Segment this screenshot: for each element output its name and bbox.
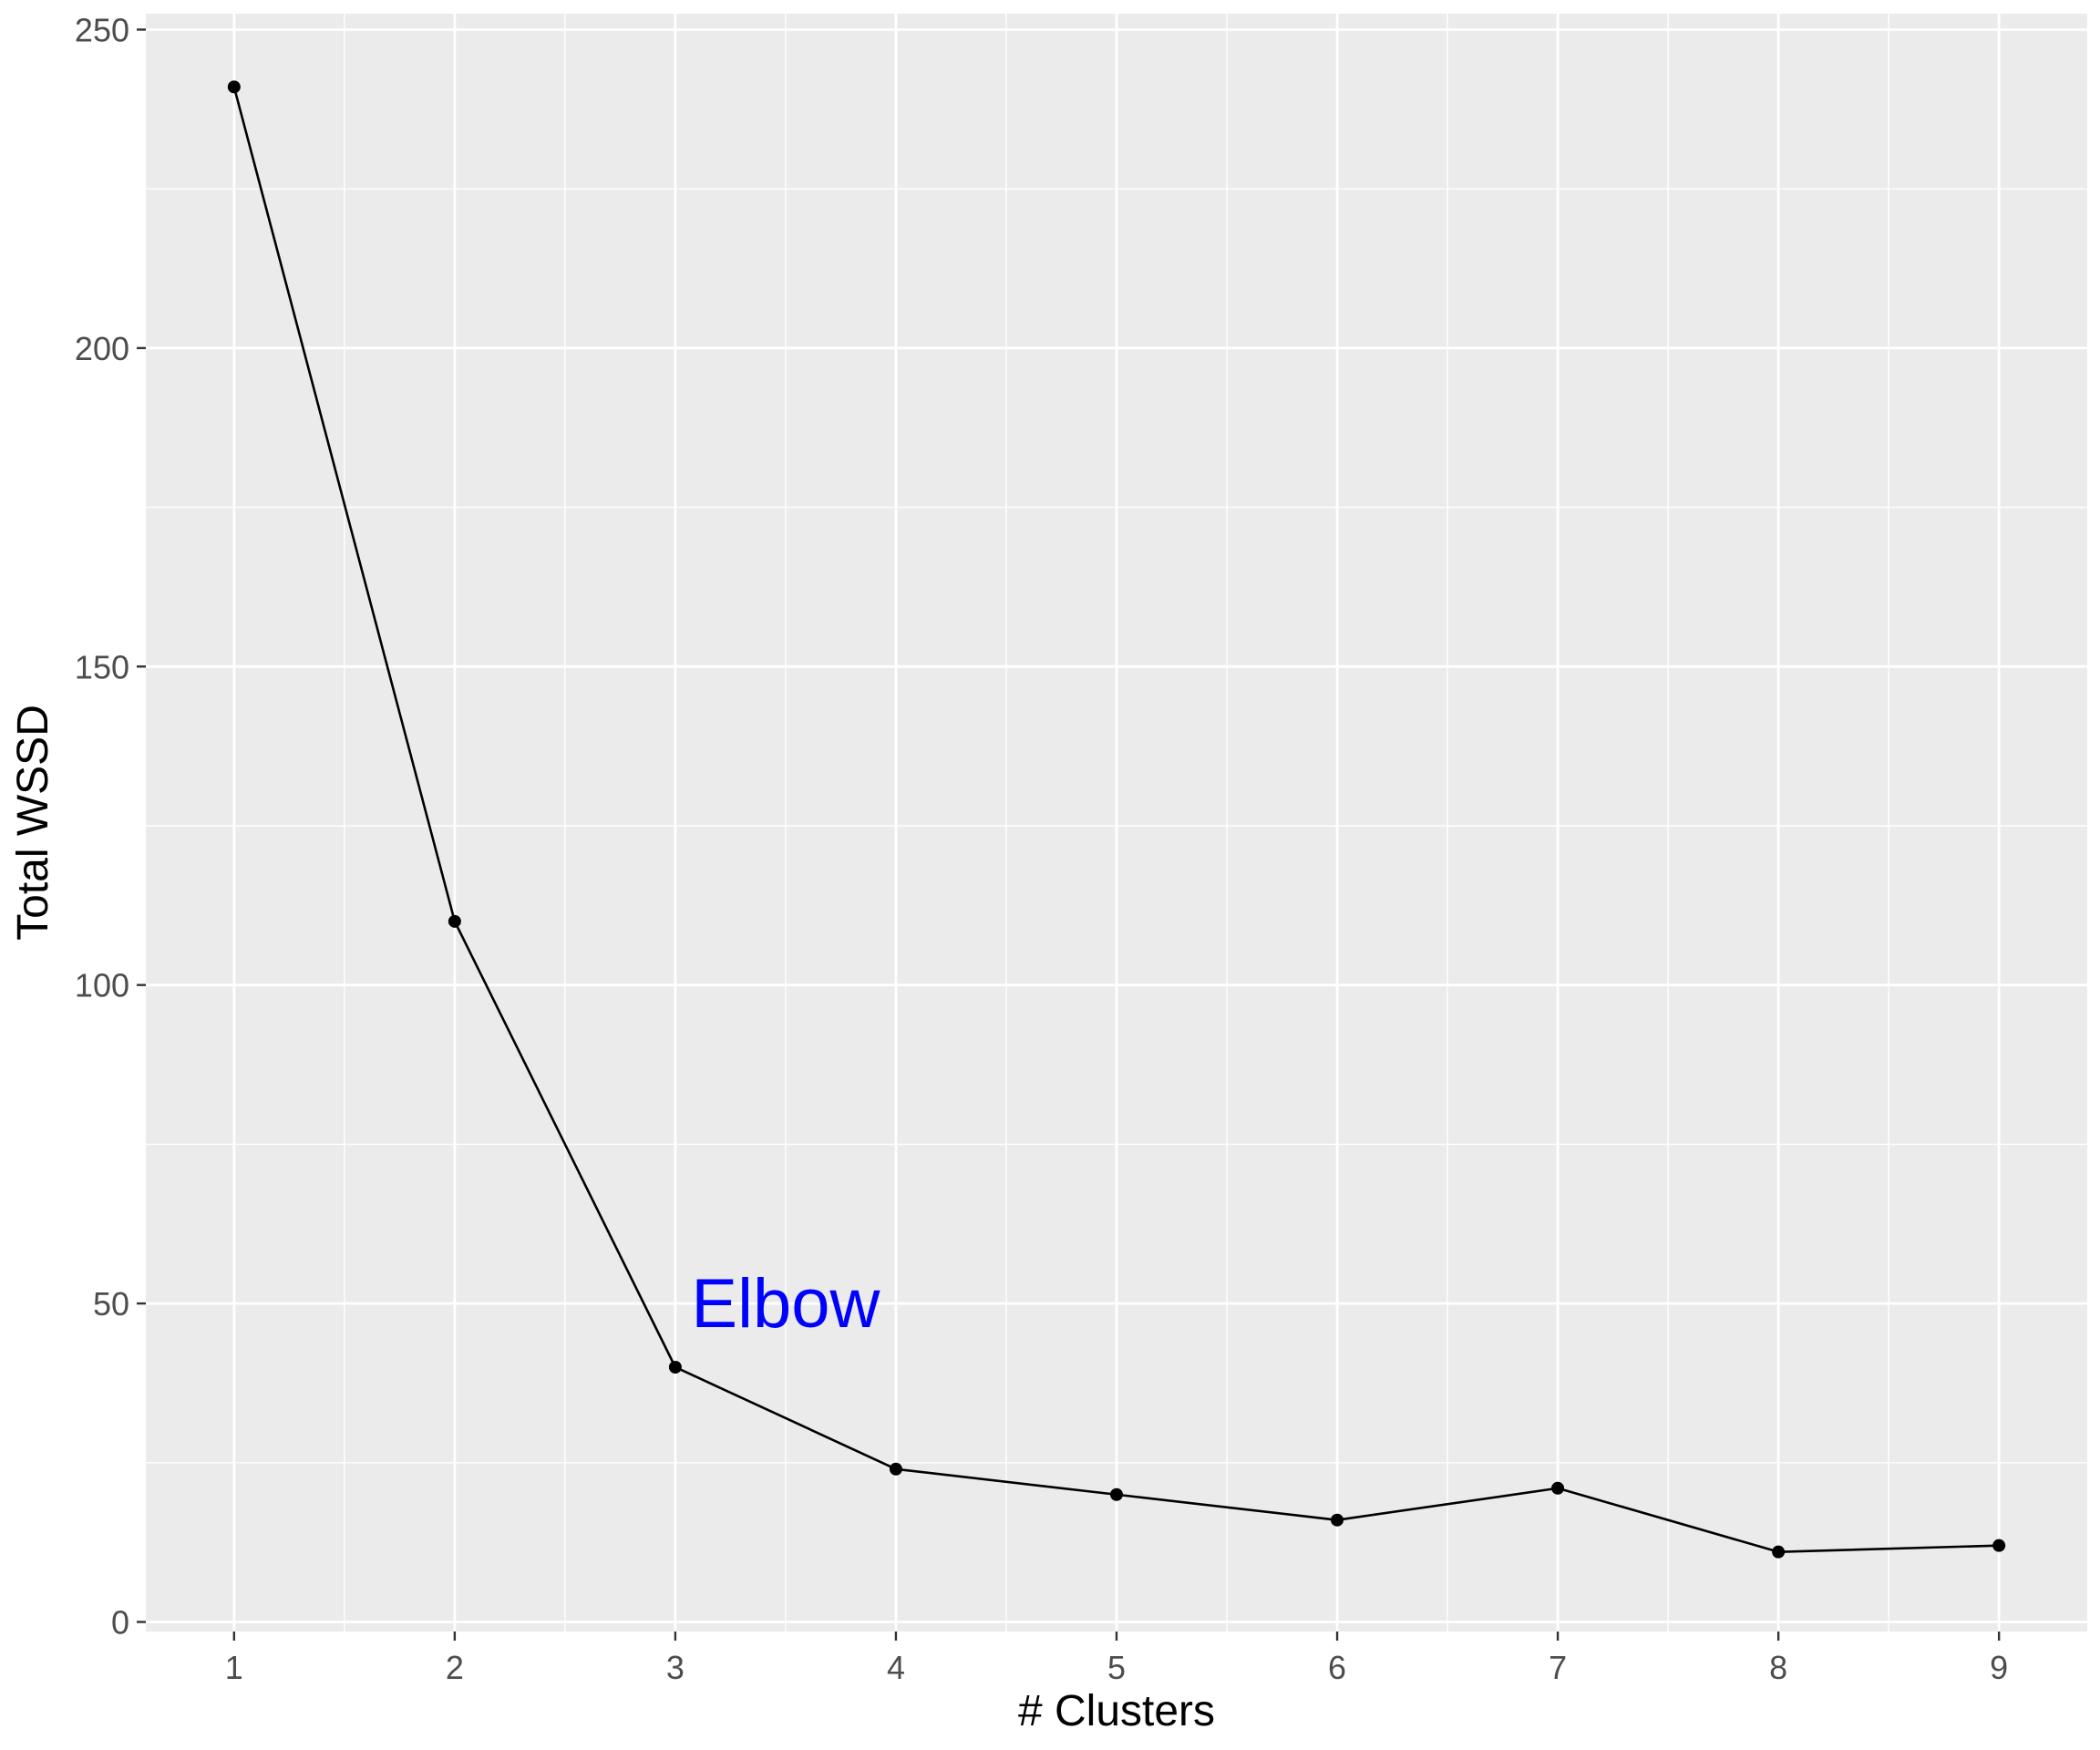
axes-layer: 1 2 3 4 5 6 7 8 9 0 50 100 150 200 250 [75,11,2008,1686]
data-point [668,1360,682,1374]
x-tick-label: 4 [887,1649,905,1686]
x-axis-title: # Clusters [1018,1687,1215,1735]
x-tick-label: 1 [225,1649,243,1686]
y-tick-label: 50 [93,1285,129,1323]
x-tick-label: 8 [1769,1649,1787,1686]
y-tick-label: 0 [111,1604,129,1642]
x-tick-label: 3 [666,1649,685,1686]
y-tick-label: 100 [75,967,129,1004]
y-tick-label: 150 [75,648,129,685]
data-point [1110,1488,1123,1501]
y-tick-label: 250 [75,11,129,48]
data-point [1331,1513,1344,1527]
x-tick-label: 9 [1990,1649,2008,1686]
x-tick-label: 7 [1549,1649,1567,1686]
data-point [889,1462,902,1476]
data-point [1992,1539,2006,1552]
data-point [448,914,461,928]
y-tick-label: 200 [75,330,129,367]
major-gridlines [146,14,2087,1632]
x-tick-label: 6 [1328,1649,1346,1686]
y-axis-title: Total WSSD [9,705,57,941]
x-tick-label: 2 [446,1649,464,1686]
data-point [227,80,241,94]
data-point [1551,1481,1565,1495]
x-tick-label: 5 [1107,1649,1126,1686]
elbow-annotation: Elbow [691,1265,880,1343]
series-layer [227,80,2006,1559]
data-point [1772,1545,1786,1559]
